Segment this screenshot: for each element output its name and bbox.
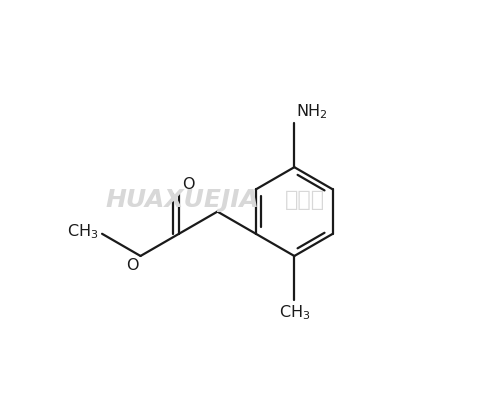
Text: NH$_2$: NH$_2$ <box>296 102 328 121</box>
Text: CH$_3$: CH$_3$ <box>279 304 310 322</box>
Text: HUAXUEJIA: HUAXUEJIA <box>105 188 259 212</box>
Text: CH$_3$: CH$_3$ <box>67 222 98 241</box>
Text: 化学加: 化学加 <box>285 190 325 210</box>
Text: O: O <box>182 177 194 192</box>
Text: O: O <box>126 258 138 273</box>
